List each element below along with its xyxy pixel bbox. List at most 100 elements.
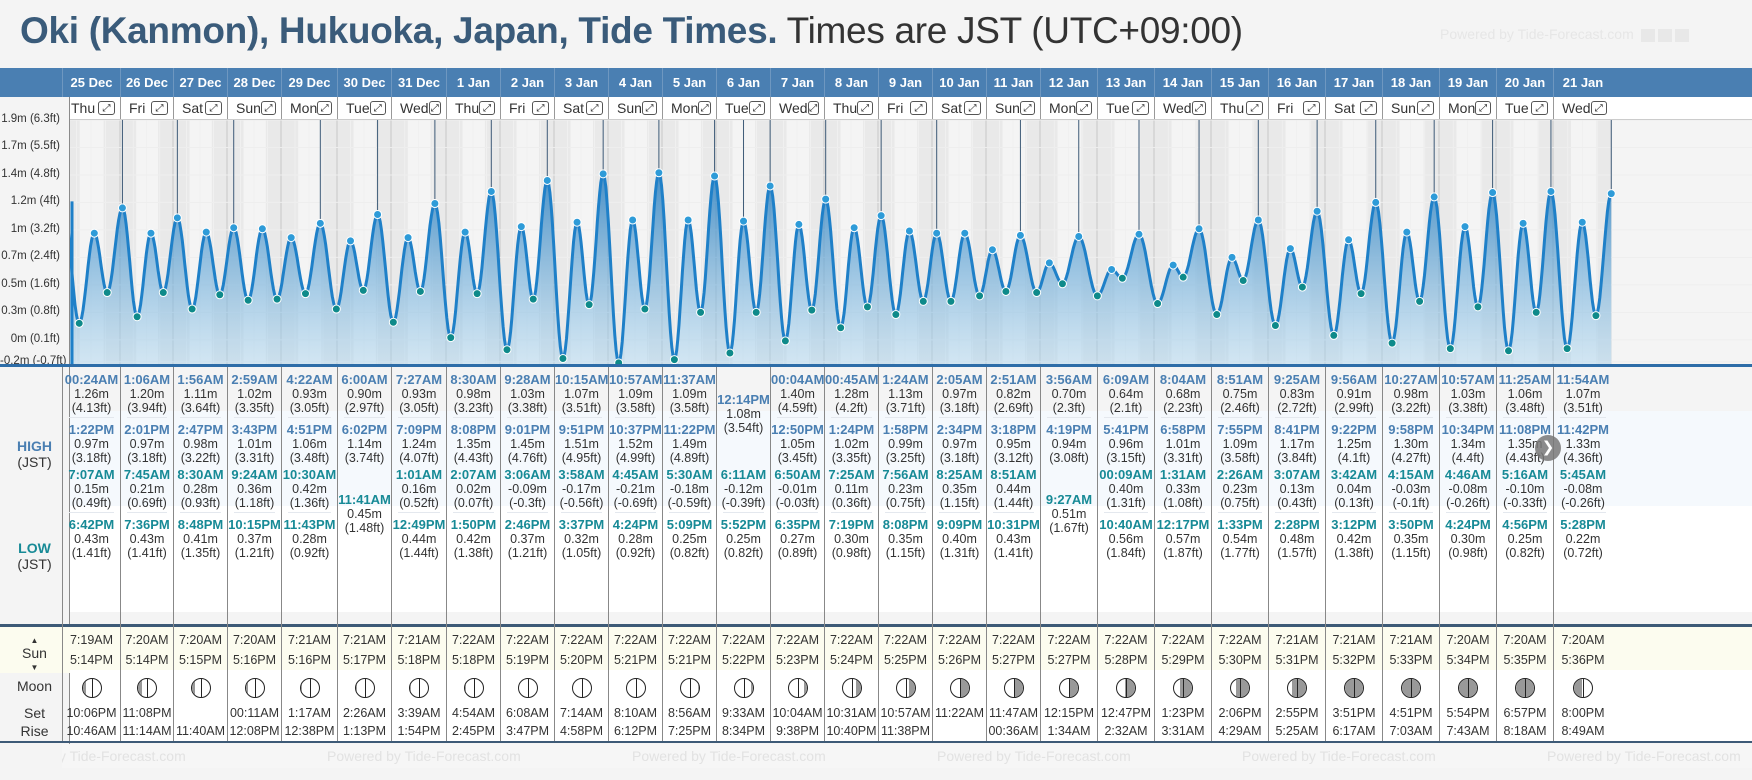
high-tide-point: [542, 175, 552, 185]
high-tide-point: [117, 203, 127, 213]
low-tide-entry: 5:52PM 0.25m (0.82ft): [717, 518, 770, 561]
low-tide-time: 3:42AM: [1330, 467, 1378, 482]
low-tide-height-m: 0.16m: [401, 482, 437, 496]
moonrise-time: 2:45PM: [451, 724, 496, 738]
high-tide-height-ft: (4.95ft): [561, 451, 602, 465]
day-column: 10:27AM 0.98m (3.22ft) 9:58PM 1.30m (4.27ft) 4…: [1382, 367, 1439, 741]
expand-day-button[interactable]: ⤢: [1475, 101, 1491, 115]
moonrise-time: 6:17AM: [1332, 724, 1376, 738]
sunset-time: 5:14PM: [69, 653, 114, 667]
high-tide-time: 11:42PM: [1556, 422, 1610, 437]
expand-day-button[interactable]: ⤢: [1076, 101, 1092, 115]
sun-down-arrow-icon: ▼: [30, 663, 39, 672]
high-tide-time: 8:04AM: [1159, 372, 1207, 387]
expand-day-button[interactable]: ⤢: [1303, 101, 1320, 115]
sunrise-time: 7:22AM: [505, 633, 550, 647]
low-tide-entry: 10:31PM 0.43m (1.41ft): [987, 518, 1040, 561]
high-tide-height-m: 0.98m: [456, 387, 491, 401]
low-tide-height-ft: (0.69ft): [127, 496, 167, 510]
expand-day-button[interactable]: ⤢: [1246, 101, 1263, 115]
high-tide-time: 9:01PM: [504, 422, 551, 437]
low-tide-height-m: 0.13m: [1279, 482, 1315, 496]
high-tide-point: [1460, 222, 1470, 232]
low-tide-time: 1:33PM: [1217, 517, 1263, 532]
high-tide-time: 10:27AM: [1384, 372, 1438, 387]
expand-day-button[interactable]: ⤢: [428, 101, 441, 115]
low-tide-time: 4:15AM: [1387, 467, 1435, 482]
expand-day-button[interactable]: ⤢: [1191, 101, 1206, 115]
low-tide-height-ft: (0.98ft): [1448, 546, 1488, 560]
high-entry-separator: [1161, 417, 1205, 418]
sunrise-time: 7:20AM: [1446, 633, 1490, 647]
high-tide-point: [849, 223, 859, 233]
low-tide-height-ft: (-0.1ft): [1392, 496, 1430, 510]
expand-day-button[interactable]: ⤢: [698, 101, 711, 115]
expand-day-button[interactable]: ⤢: [1531, 101, 1548, 115]
expand-day-button[interactable]: ⤢: [260, 101, 276, 115]
expand-day-button[interactable]: ⤢: [748, 101, 765, 115]
low-tide-entry: 8:25AM 0.35m (1.15ft): [933, 468, 986, 511]
expand-day-button[interactable]: ⤢: [151, 101, 168, 115]
high-tide-entry: 12:50PM 1.05m (3.45ft): [771, 423, 824, 466]
moonset-time: 2:06PM: [1218, 706, 1262, 720]
expand-day-button[interactable]: ⤢: [317, 101, 332, 115]
low-tide-time: 7:36PM: [124, 517, 170, 532]
high-entry-separator: [1389, 417, 1433, 418]
expand-day-button[interactable]: ⤢: [964, 101, 981, 115]
date-header: 16 Jan: [1268, 68, 1325, 97]
high-tide-height-ft: (3.54ft): [723, 420, 764, 435]
high-tide-point: [146, 228, 156, 238]
high-tide-point: [765, 181, 775, 191]
low-tide-entry: 12:49PM 0.44m (1.44ft): [392, 518, 446, 561]
day-column: 1:24AM 1.13m (3.71ft) 1:58PM 0.99m (3.25ft) 7:…: [878, 367, 932, 741]
low-tide-row: [70, 506, 1752, 612]
expand-day-button[interactable]: ⤢: [532, 101, 549, 115]
expand-day-button[interactable]: ⤢: [1590, 101, 1607, 115]
expand-day-button[interactable]: ⤢: [1360, 101, 1377, 115]
high-tide-height-m: 1.06m: [292, 437, 327, 451]
low-tide-height-m: 0.42m: [292, 482, 327, 496]
moonset-time: 6:08AM: [505, 706, 550, 720]
high-tide-height-ft: (2.1ft): [1109, 401, 1143, 415]
expand-day-button[interactable]: ⤢: [369, 101, 386, 115]
high-tide-entry: 8:51AM 0.75m (2.46ft): [1212, 373, 1268, 416]
expand-day-button[interactable]: ⤢: [1132, 101, 1149, 115]
low-tide-point: [472, 289, 482, 299]
high-tide-point: [403, 233, 413, 243]
low-tide-entry: 3:42AM 0.04m (0.13ft): [1326, 467, 1382, 511]
low-entry-separator: [69, 512, 114, 513]
moonset-time: 5:54PM: [1446, 706, 1490, 720]
weekday-header: Sun ⤢: [227, 97, 281, 119]
expand-day-button[interactable]: ⤢: [910, 101, 927, 115]
low-tide-height-ft: (-0.26ft): [1446, 496, 1490, 510]
low-tide-height-m: -0.17m: [562, 482, 601, 496]
sunset-time: 5:19PM: [505, 653, 550, 667]
expand-day-button[interactable]: ⤢: [205, 101, 222, 115]
high-tide-entry: 2:34PM 0.97m (3.18ft): [933, 423, 986, 466]
day-column: 8:51AM 0.75m (2.46ft) 7:55PM 1.09m (3.58ft) 2:…: [1211, 367, 1268, 741]
high-tide-height-m: 0.98m: [183, 437, 218, 451]
expand-day-button[interactable]: ⤢: [857, 101, 873, 115]
high-tide-height-m: 1.14m: [347, 437, 382, 451]
y-tick-label: 1m (3.2ft): [10, 222, 60, 235]
high-entry-separator: [993, 417, 1034, 418]
expand-day-button[interactable]: ⤢: [1417, 101, 1434, 115]
moonrise-time: 10:40PM: [826, 724, 877, 738]
expand-day-button[interactable]: ⤢: [1019, 101, 1035, 115]
moonset-time: 11:47AM: [988, 706, 1039, 720]
weekday-header: Tue ⤢: [716, 97, 770, 119]
high-tide-point: [1134, 229, 1144, 239]
high-entry-separator: [939, 417, 980, 418]
expand-day-button[interactable]: ⤢: [98, 101, 115, 115]
expand-day-button[interactable]: ⤢: [479, 101, 495, 115]
high-tide-point: [346, 236, 355, 246]
low-tide-point: [102, 288, 112, 298]
expand-day-button[interactable]: ⤢: [807, 101, 819, 115]
low-tide-time: 3:50PM: [1388, 517, 1434, 532]
low-tide-height-ft: (0.07ft): [453, 496, 494, 510]
high-tide-height-m: 1.09m: [618, 387, 653, 401]
expand-day-button[interactable]: ⤢: [586, 101, 603, 115]
expand-day-button[interactable]: ⤢: [641, 101, 657, 115]
scroll-right-button[interactable]: ❯: [1535, 435, 1561, 461]
high-tide-height-m: 1.26m: [74, 387, 109, 401]
